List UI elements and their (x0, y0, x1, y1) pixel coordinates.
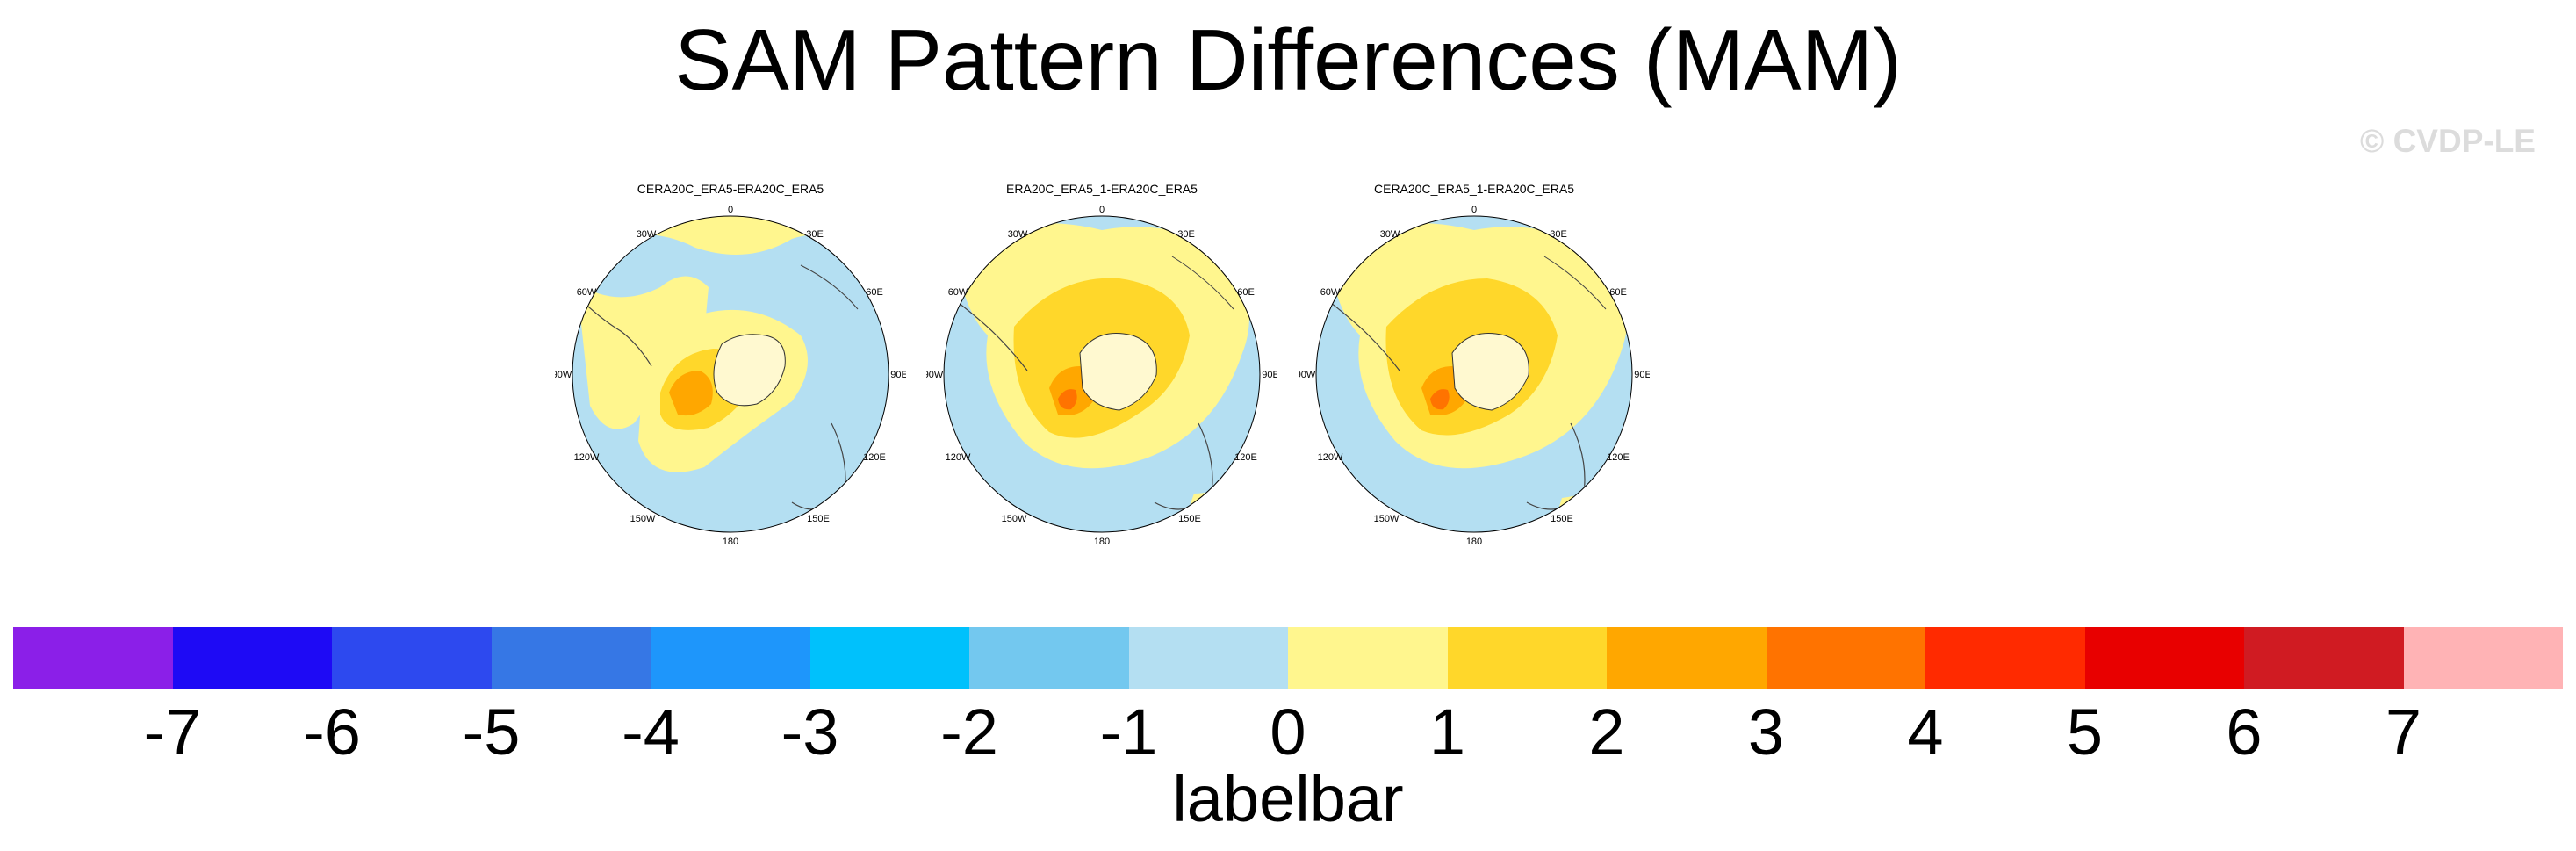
lon-label-180: 180 (1094, 537, 1110, 547)
lon-label-0: 0 (728, 205, 733, 215)
labelbar-tick-label: -6 (303, 696, 361, 768)
labelbar-tick-label: 6 (2226, 696, 2263, 768)
lon-label-90W: 90W (1299, 370, 1316, 380)
lon-label-30W: 30W (1008, 229, 1028, 240)
labelbar-title: labelbar (1172, 762, 1404, 835)
lon-label-120E: 120E (1607, 452, 1630, 463)
lon-label-120E: 120E (1234, 452, 1257, 463)
panel-title-1: CERA20C_ERA5-ERA20C_ERA5 (637, 182, 824, 196)
labelbar-tick-label: 4 (1907, 696, 1944, 768)
lon-label-0: 0 (1471, 205, 1477, 215)
lon-label-150E: 150E (1551, 514, 1573, 524)
labelbar-box-1 (172, 627, 332, 689)
labelbar-box-15 (2403, 627, 2563, 689)
lon-label-90E: 90E (890, 370, 906, 380)
labelbar-box-4 (651, 627, 810, 689)
labelbar-tick-label: -4 (622, 696, 680, 768)
labelbar-colorbar (13, 627, 2563, 689)
map-panel-1: CERA20C_ERA5-ERA20C_ERA5 0 30E 60E 90E 1… (555, 181, 906, 559)
labelbar-box-11 (1766, 627, 1925, 689)
labelbar-tick-label: -5 (462, 696, 521, 768)
labelbar-tick-label: -7 (143, 696, 202, 768)
lon-label-90W: 90W (926, 370, 944, 380)
labelbar-tick-label: 0 (1270, 696, 1306, 768)
lon-label-150E: 150E (807, 514, 830, 524)
map-panel-3: CERA20C_ERA5_1-ERA20C_ERA5 0 30E 60E 90E… (1299, 181, 1650, 559)
lon-label-150W: 150W (630, 514, 656, 524)
labelbar-tick-label: -3 (781, 696, 839, 768)
lon-label-60W: 60W (948, 287, 968, 298)
panel-title-2: ERA20C_ERA5_1-ERA20C_ERA5 (1006, 182, 1198, 196)
map-panel-2: ERA20C_ERA5_1-ERA20C_ERA5 0 30E 60E 90E … (926, 181, 1277, 559)
labelbar-tick-label: 5 (2066, 696, 2104, 768)
lon-label-60E: 60E (1237, 287, 1255, 298)
lon-label-90E: 90E (1262, 370, 1277, 380)
lon-label-150W: 150W (1002, 514, 1027, 524)
labelbar-box-13 (2084, 627, 2244, 689)
lon-label-30E: 30E (1177, 229, 1195, 240)
labelbar-box-10 (1607, 627, 1767, 689)
polar-map-2: 0 30E 60E 90E 120E 150E 180 150W 120W 90… (926, 205, 1277, 547)
labelbar-box-8 (1288, 627, 1448, 689)
panel-title-3: CERA20C_ERA5_1-ERA20C_ERA5 (1374, 182, 1574, 196)
labelbar-tick-label: 1 (1428, 696, 1466, 768)
labelbar-tick-label: 7 (2385, 696, 2422, 768)
lon-label-60E: 60E (1609, 287, 1627, 298)
lon-label-30E: 30E (1550, 229, 1567, 240)
lon-label-120W: 120W (1318, 452, 1343, 463)
lon-label-60W: 60W (577, 287, 597, 298)
polar-map-3: 0 30E 60E 90E 120E 150E 180 150W 120W 90… (1299, 205, 1650, 547)
lon-label-120W: 120W (946, 452, 971, 463)
labelbar-tick-label: -2 (940, 696, 998, 768)
lon-label-180: 180 (723, 537, 738, 547)
labelbar-box-5 (809, 627, 969, 689)
labelbar-tick-label: -1 (1099, 696, 1158, 768)
labelbar-tick-label: 3 (1747, 696, 1785, 768)
labelbar-tick-label: 2 (1588, 696, 1625, 768)
labelbar-box-6 (969, 627, 1129, 689)
labelbar-box-14 (2244, 627, 2404, 689)
watermark: © CVDP-LE (2360, 123, 2536, 159)
polar-map-1: 0 30E 60E 90E 120E 150E 180 150W 120W 90… (555, 205, 906, 547)
lon-label-90W: 90W (555, 370, 572, 380)
labelbar-box-0 (13, 627, 173, 689)
lon-label-60E: 60E (866, 287, 883, 298)
labelbar-box-9 (1447, 627, 1607, 689)
lon-label-180: 180 (1466, 537, 1482, 547)
page-title: SAM Pattern Differences (MAM) (674, 11, 1902, 108)
lon-label-30W: 30W (1380, 229, 1400, 240)
lon-label-30E: 30E (806, 229, 824, 240)
labelbar-box-7 (1128, 627, 1288, 689)
lon-label-0: 0 (1099, 205, 1105, 215)
lon-label-120W: 120W (574, 452, 600, 463)
lon-label-60W: 60W (1320, 287, 1341, 298)
labelbar-box-3 (491, 627, 651, 689)
labelbar-box-2 (332, 627, 492, 689)
labelbar-box-12 (1925, 627, 2085, 689)
lon-label-150E: 150E (1178, 514, 1201, 524)
lon-label-90E: 90E (1634, 370, 1650, 380)
lon-label-120E: 120E (863, 452, 886, 463)
lon-label-150W: 150W (1374, 514, 1400, 524)
lon-label-30W: 30W (637, 229, 657, 240)
